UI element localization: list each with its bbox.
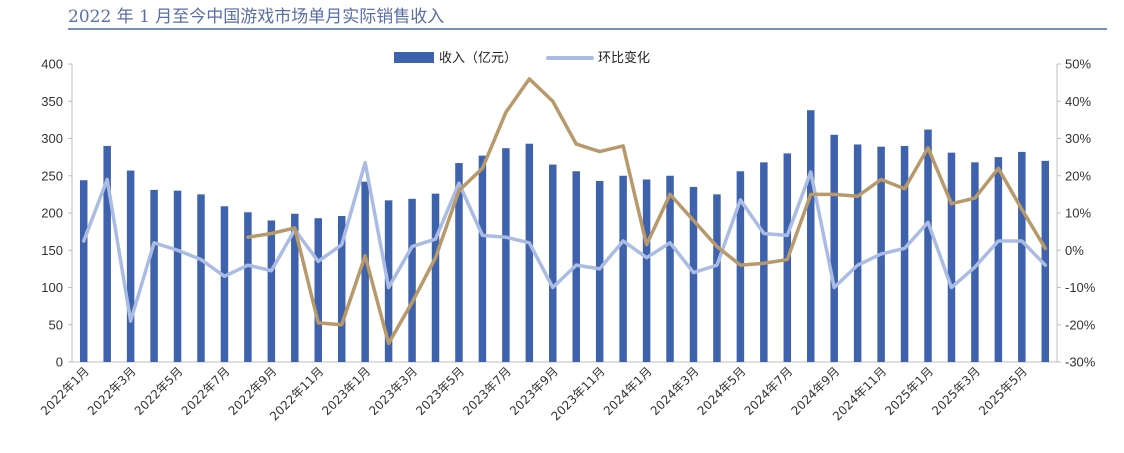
y-left-tick-label: 100 bbox=[41, 280, 63, 295]
revenue-bar bbox=[830, 134, 838, 362]
revenue-bar bbox=[924, 129, 932, 362]
x-tick-label: 2022年7月 bbox=[179, 364, 233, 418]
revenue-bar bbox=[197, 194, 205, 362]
revenue-bar bbox=[642, 179, 651, 362]
x-tick-label: 2025年5月 bbox=[976, 364, 1030, 418]
revenue-bar bbox=[666, 175, 674, 362]
y-right-tick-label: 40% bbox=[1065, 94, 1091, 109]
revenue-bar bbox=[291, 213, 299, 362]
y-right-tick-label: -20% bbox=[1065, 317, 1096, 332]
revenue-bar bbox=[619, 175, 627, 362]
y-right-tick-label: 30% bbox=[1065, 131, 1091, 146]
revenue-bar bbox=[713, 194, 721, 362]
revenue-bar bbox=[337, 215, 346, 362]
revenue-bar bbox=[220, 206, 229, 362]
y-left-tick-label: 400 bbox=[41, 57, 63, 72]
revenue-bar bbox=[244, 212, 252, 362]
x-tick-label: 2023年7月 bbox=[460, 364, 514, 418]
revenue-bar bbox=[126, 170, 135, 362]
x-tick-label: 2023年1月 bbox=[319, 364, 373, 418]
line-series bbox=[81, 77, 1048, 346]
revenue-bar bbox=[807, 110, 815, 362]
y-right-tick-label: -30% bbox=[1065, 355, 1096, 370]
x-tick-label: 2023年3月 bbox=[366, 364, 420, 418]
x-tick-label: 2022年5月 bbox=[132, 364, 186, 418]
revenue-bar bbox=[853, 144, 862, 362]
legend-swatch-revenue bbox=[394, 52, 434, 63]
yoy-change-line bbox=[246, 77, 1048, 346]
revenue-bar bbox=[971, 162, 979, 362]
revenue-bar bbox=[549, 164, 557, 362]
legend-label-mom: 环比变化 bbox=[598, 50, 650, 66]
revenue-bar bbox=[150, 189, 158, 362]
revenue-bar bbox=[900, 145, 909, 362]
chart-title: 2022 年 1 月至今中国游戏市场单月实际销售收入 bbox=[68, 7, 445, 27]
x-tick-label: 2022年3月 bbox=[85, 364, 139, 418]
y-left-tick-label: 300 bbox=[41, 131, 63, 146]
y-left-tick-label: 0 bbox=[56, 355, 63, 370]
x-tick-label: 2024年3月 bbox=[648, 364, 702, 418]
revenue-bar bbox=[103, 145, 111, 362]
y-left-tick-label: 150 bbox=[41, 243, 63, 258]
revenue-bar bbox=[173, 190, 182, 362]
revenue-bar bbox=[689, 186, 698, 362]
y-left-tick-label: 350 bbox=[41, 94, 63, 109]
revenue-bar bbox=[79, 180, 88, 362]
revenue-bar bbox=[455, 163, 463, 362]
y-right-tick-label: 50% bbox=[1065, 57, 1091, 72]
y-right-tick-label: -10% bbox=[1065, 280, 1096, 295]
revenue-bar bbox=[267, 220, 276, 362]
revenue-bar bbox=[1018, 151, 1026, 362]
mom-change-line bbox=[81, 160, 1048, 323]
revenue-bar bbox=[478, 155, 487, 362]
revenue-bar bbox=[947, 152, 956, 362]
x-tick-label: 2023年5月 bbox=[413, 364, 467, 418]
x-tick-label: 2025年3月 bbox=[929, 364, 983, 418]
y-left-tick-label: 250 bbox=[41, 168, 63, 183]
x-tick-label: 2024年1月 bbox=[601, 364, 655, 418]
legend: 收入（亿元） 环比变化 bbox=[394, 50, 650, 66]
revenue-bar bbox=[408, 198, 416, 362]
axes: 0 50 100 150 200 250 300 350 400 -30% -20% -10% 0% 10… bbox=[38, 57, 1096, 424]
x-tick-label: 2025年1月 bbox=[882, 364, 936, 418]
x-tick-label: 2024年7月 bbox=[742, 364, 796, 418]
legend-label-revenue: 收入（亿元） bbox=[439, 51, 517, 66]
revenue-bar bbox=[994, 157, 1003, 362]
y-right-tick-label: 10% bbox=[1065, 206, 1091, 221]
revenue-bar bbox=[1041, 160, 1050, 362]
y-right-tick-label: 20% bbox=[1065, 168, 1091, 183]
revenue-bar bbox=[431, 193, 440, 362]
revenue-bar bbox=[595, 180, 604, 362]
y-left-tick-label: 200 bbox=[41, 206, 63, 221]
revenue-bar bbox=[502, 148, 510, 362]
title-underline bbox=[68, 28, 1107, 30]
y-right-tick-label: 0% bbox=[1065, 243, 1084, 258]
y-left-tick-label: 50 bbox=[49, 317, 63, 332]
x-tick-label: 2022年1月 bbox=[38, 364, 92, 418]
revenue-bar bbox=[361, 181, 369, 362]
x-tick-label: 2024年5月 bbox=[695, 364, 749, 418]
revenue-bar bbox=[314, 218, 322, 362]
revenue-bar bbox=[525, 143, 534, 362]
bar-series bbox=[79, 110, 1050, 362]
